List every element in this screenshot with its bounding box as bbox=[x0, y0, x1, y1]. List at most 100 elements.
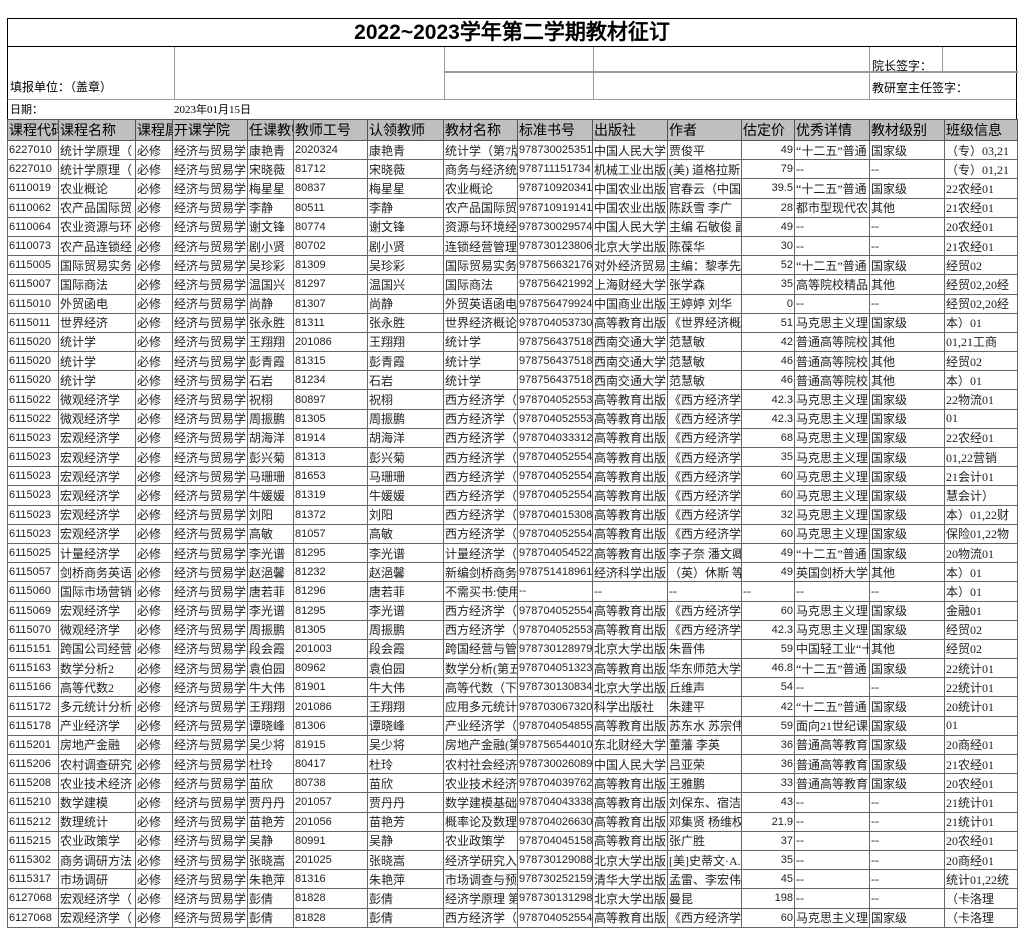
cell-class-info[interactable]: 慧会计） bbox=[944, 485, 1018, 506]
cell-class-info[interactable]: 经贸02 bbox=[944, 619, 1018, 640]
cell-college[interactable]: 经济与贸易学 bbox=[172, 389, 248, 410]
cell-isbn[interactable]: 978704054522 bbox=[517, 542, 593, 564]
cell-price[interactable]: 52 bbox=[741, 255, 795, 276]
cell-course-type[interactable]: 必修 bbox=[135, 408, 173, 429]
cell-teacher-id[interactable]: 81315 bbox=[293, 351, 368, 372]
cell-college[interactable]: 经济与贸易学 bbox=[172, 485, 248, 506]
cell-price[interactable]: 35 bbox=[741, 849, 795, 871]
cell-course-type[interactable]: 必修 bbox=[135, 830, 173, 851]
cell-textbook-level[interactable]: 国家级 bbox=[869, 658, 945, 679]
cell-isbn[interactable]: 978756544010 bbox=[517, 734, 593, 756]
cell-teacher-id[interactable]: 81372 bbox=[293, 504, 368, 525]
cell-course-type[interactable]: 必修 bbox=[135, 466, 173, 487]
cell-course-name[interactable]: 统计学原理（ bbox=[58, 139, 136, 161]
cell-course-code[interactable]: 6115201 bbox=[7, 734, 59, 756]
cell-publisher[interactable]: 高等教育出版 bbox=[592, 715, 668, 736]
cell-isbn[interactable]: 978730123806 bbox=[517, 235, 593, 257]
cell-course-type[interactable]: 必修 bbox=[135, 734, 173, 756]
cell-course-code[interactable]: 6115057 bbox=[7, 562, 59, 583]
cell-isbn[interactable]: 978704053730 bbox=[517, 312, 593, 333]
column-header-teacher-id[interactable]: 教师工号 bbox=[293, 119, 368, 141]
cell-isbn[interactable]: 978704052553 bbox=[517, 408, 593, 429]
cell-excellence[interactable]: 普通高等教育 bbox=[794, 734, 870, 756]
cell-course-name[interactable]: 农业技术经济 bbox=[58, 773, 136, 794]
cell-price[interactable]: 0 bbox=[741, 293, 795, 314]
cell-claim-teacher[interactable]: 彭兴菊 bbox=[367, 446, 444, 468]
cell-publisher[interactable]: 高等教育出版 bbox=[592, 907, 668, 928]
cell-course-type[interactable]: 必修 bbox=[135, 753, 173, 775]
cell-price[interactable]: 59 bbox=[741, 715, 795, 736]
cell-course-name[interactable]: 宏观经济学（ bbox=[58, 888, 136, 909]
cell-price[interactable]: 46.8 bbox=[741, 658, 795, 679]
cell-author[interactable]: 《西方经济学 bbox=[667, 600, 742, 621]
cell-course-type[interactable]: 必修 bbox=[135, 446, 173, 468]
cell-course-code[interactable]: 6115163 bbox=[7, 658, 59, 679]
cell-price[interactable]: 35 bbox=[741, 274, 795, 295]
cell-class-info[interactable]: 本）01 bbox=[944, 562, 1018, 583]
cell-claim-teacher[interactable]: 马珊珊 bbox=[367, 466, 444, 487]
cell-author[interactable]: -- bbox=[667, 581, 742, 602]
cell-teacher-id[interactable]: 80702 bbox=[293, 235, 368, 257]
cell-course-type[interactable]: 必修 bbox=[135, 773, 173, 794]
cell-claim-teacher[interactable]: 温国兴 bbox=[367, 274, 444, 295]
cell-course-name[interactable]: 跨国公司经营 bbox=[58, 638, 136, 660]
cell-class-info[interactable]: 本）01 bbox=[944, 370, 1018, 391]
cell-price[interactable]: 79 bbox=[741, 159, 795, 180]
cell-teacher-id[interactable]: 201056 bbox=[293, 811, 368, 832]
cell-course-name[interactable]: 宏观经济学 bbox=[58, 504, 136, 525]
cell-class-info[interactable]: 20商经01 bbox=[944, 734, 1018, 756]
cell-claim-teacher[interactable]: 李静 bbox=[367, 197, 444, 218]
cell-class-info[interactable]: 22统计01 bbox=[944, 677, 1018, 698]
cell-teacher[interactable]: 谢文锋 bbox=[247, 216, 294, 237]
cell-course-name[interactable]: 国际市场营销 bbox=[58, 581, 136, 602]
cell-isbn[interactable]: 978756421992 bbox=[517, 274, 593, 295]
cell-course-type[interactable]: 必修 bbox=[135, 427, 173, 449]
column-header-isbn[interactable]: 标准书号 bbox=[517, 119, 593, 141]
cell-claim-teacher[interactable]: 尚静 bbox=[367, 293, 444, 314]
cell-excellence[interactable]: -- bbox=[794, 293, 870, 314]
cell-author[interactable]: [美]史蒂文·A. bbox=[667, 849, 742, 871]
cell-textbook-level[interactable]: 国家级 bbox=[869, 466, 945, 487]
cell-price[interactable]: 45 bbox=[741, 869, 795, 890]
cell-textbook-name[interactable]: 高等代数（下 bbox=[443, 677, 518, 698]
cell-author[interactable]: 《西方经济学 bbox=[667, 504, 742, 525]
cell-price[interactable]: 37 bbox=[741, 830, 795, 851]
cell-textbook-level[interactable]: 国家级 bbox=[869, 408, 945, 429]
cell-publisher[interactable]: 西南交通大学 bbox=[592, 370, 668, 391]
cell-price[interactable]: 60 bbox=[741, 523, 795, 544]
cell-teacher-id[interactable]: 201057 bbox=[293, 792, 368, 813]
cell-price[interactable]: -- bbox=[741, 581, 795, 602]
cell-excellence[interactable]: 中国轻工业“十 bbox=[794, 638, 870, 660]
cell-teacher-id[interactable]: 80417 bbox=[293, 753, 368, 775]
cell-isbn[interactable]: 978704052554 bbox=[517, 446, 593, 468]
cell-claim-teacher[interactable]: 康艳青 bbox=[367, 139, 444, 161]
cell-textbook-level[interactable]: -- bbox=[869, 216, 945, 237]
column-header-excellence[interactable]: 优秀详情 bbox=[794, 119, 870, 141]
cell-author[interactable]: 华东师范大学 bbox=[667, 658, 742, 679]
cell-isbn[interactable]: 978730029574 bbox=[517, 216, 593, 237]
cell-claim-teacher[interactable]: 彭倩 bbox=[367, 888, 444, 909]
cell-claim-teacher[interactable]: 剧小贤 bbox=[367, 235, 444, 257]
cell-claim-teacher[interactable]: 高敏 bbox=[367, 523, 444, 544]
cell-college[interactable]: 经济与贸易学 bbox=[172, 427, 248, 449]
cell-publisher[interactable]: 北京大学出版 bbox=[592, 849, 668, 871]
cell-publisher[interactable]: 高等教育出版 bbox=[592, 485, 668, 506]
cell-textbook-level[interactable]: 国家级 bbox=[869, 600, 945, 621]
cell-college[interactable]: 经济与贸易学 bbox=[172, 312, 248, 333]
cell-author[interactable]: 张广胜 bbox=[667, 830, 742, 851]
cell-teacher[interactable]: 周振鹏 bbox=[247, 408, 294, 429]
cell-author[interactable]: 苏东水 苏宗伟 bbox=[667, 715, 742, 736]
cell-textbook-name[interactable]: 商务与经济统 bbox=[443, 159, 518, 180]
cell-isbn[interactable]: 978704052554 bbox=[517, 523, 593, 544]
cell-college[interactable]: 经济与贸易学 bbox=[172, 197, 248, 218]
cell-isbn[interactable]: 978704026630 bbox=[517, 811, 593, 832]
cell-college[interactable]: 经济与贸易学 bbox=[172, 869, 248, 890]
cell-teacher-id[interactable]: 81295 bbox=[293, 600, 368, 621]
cell-college[interactable]: 经济与贸易学 bbox=[172, 562, 248, 583]
cell-course-type[interactable]: 必修 bbox=[135, 235, 173, 257]
cell-price[interactable]: 42 bbox=[741, 696, 795, 717]
cell-course-name[interactable]: 世界经济 bbox=[58, 312, 136, 333]
cell-publisher[interactable]: 高等教育出版 bbox=[592, 504, 668, 525]
cell-class-info[interactable]: 22农经01 bbox=[944, 178, 1018, 199]
cell-textbook-name[interactable]: 统计学（第7版 bbox=[443, 139, 518, 161]
